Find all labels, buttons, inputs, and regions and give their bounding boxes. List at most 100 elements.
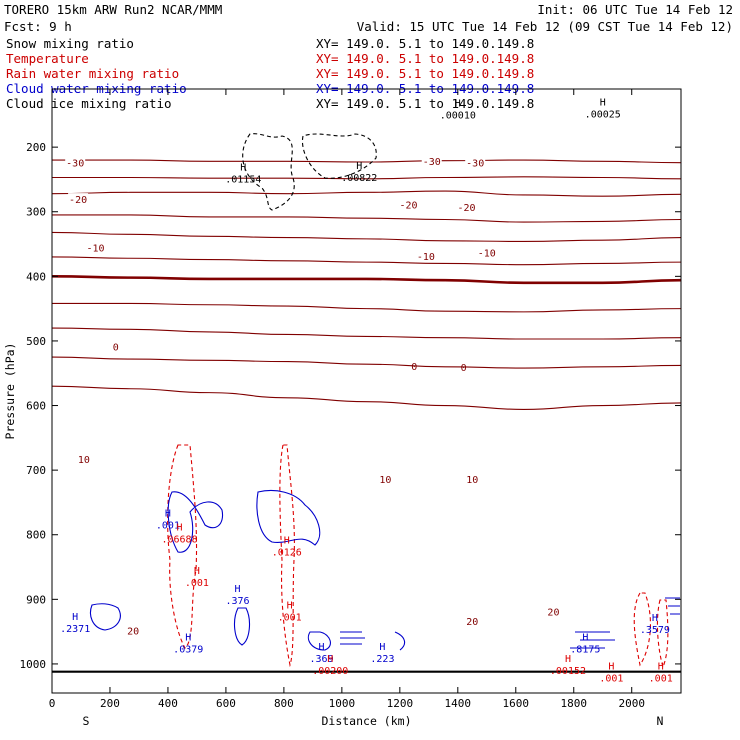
isotherm-label-bg--20-1	[398, 198, 419, 210]
xtick-label-600: 600	[216, 697, 236, 710]
isotherm-label--20-2: -20	[457, 203, 475, 214]
rain-contour-3	[279, 444, 295, 668]
maximum-value-9: .376	[225, 596, 249, 607]
isotherm-label-bg--30-0	[65, 156, 86, 168]
isotherm-label--30-0: -30	[66, 158, 84, 169]
isotherm--5	[52, 256, 681, 266]
xtick-label-800: 800	[274, 697, 294, 710]
maximum-marker-6: H	[284, 536, 290, 547]
isotherm--10	[52, 231, 681, 243]
legend-name-2: Rain water mixing ratio	[6, 66, 179, 81]
mixing-ratio-contours	[89, 133, 680, 669]
maximum-marker-16: H	[652, 613, 658, 624]
legend-xy-4: XY= 149.0. 5.1 to 149.0.149.8	[316, 96, 534, 111]
isotherm-label-20-2: 20	[547, 607, 559, 618]
ytick-label-900: 900	[26, 593, 46, 606]
isotherm-label-10-0: 10	[78, 455, 90, 466]
maximum-marker-5: H	[177, 523, 183, 534]
maximum-value-11: .0379	[173, 645, 203, 656]
cloud-contour-11	[340, 631, 365, 645]
cloud-contour-13	[570, 631, 615, 649]
maximum-value-18: .001	[599, 674, 623, 685]
maximum-marker-1: H	[356, 161, 362, 172]
legend-name-0: Snow mixing ratio	[6, 36, 134, 51]
maximum-value-12: .369	[310, 654, 334, 665]
maximum-marker-4: H	[165, 509, 171, 520]
maximum-marker-9: H	[234, 584, 240, 595]
maximum-marker-14: H	[379, 642, 385, 653]
isotherm-label-bg--10-2	[476, 246, 497, 258]
maximum-marker-13: H	[327, 654, 333, 665]
isotherm-label--30-1: -30	[423, 157, 441, 168]
xtick-label-2000: 2000	[618, 697, 645, 710]
xtick-label-1600: 1600	[503, 697, 530, 710]
maximum-value-17: .00152	[550, 666, 586, 677]
y-axis-title: Pressure (hPa)	[3, 343, 17, 440]
isotherm--25	[52, 176, 681, 180]
isotherm-10	[52, 327, 681, 340]
maximum-value-7: .001	[185, 578, 209, 589]
valid-time: Valid: 15 UTC Tue 14 Feb 12 (09 CST Tue …	[357, 19, 733, 34]
ytick-label-500: 500	[26, 335, 46, 348]
maximum-marker-8: H	[287, 600, 293, 611]
ytick-label-600: 600	[26, 400, 46, 413]
isotherm-label-bg--30-1	[421, 154, 442, 166]
isotherm-label-bg-20-2	[543, 605, 564, 617]
maximum-value-4: .001	[156, 521, 180, 532]
ytick-label-300: 300	[26, 206, 46, 219]
maximum-marker-12: H	[319, 642, 325, 653]
xtick-label-1800: 1800	[561, 697, 588, 710]
isotherm-label-20-1: 20	[466, 617, 478, 628]
ytick-label-200: 200	[26, 141, 46, 154]
maximum-marker-2: H	[455, 98, 461, 109]
maximum-marker-15: H	[582, 633, 588, 644]
isotherm-label--20-1: -20	[399, 200, 417, 211]
legend-xy-1: XY= 149.0. 5.1 to 149.0.149.8	[316, 51, 534, 66]
isotherm-label-bg--20-2	[456, 200, 477, 212]
legend-xy-2: XY= 149.0. 5.1 to 149.0.149.8	[316, 66, 534, 81]
maximum-value-13: .00200	[312, 666, 348, 677]
legend-xy-0: XY= 149.0. 5.1 to 149.0.149.8	[316, 36, 534, 51]
cloud-contour-8	[89, 603, 121, 631]
isotherm-label--10-0: -10	[86, 244, 104, 255]
isotherm-label-bg-0-1	[404, 359, 425, 371]
isotherm-label-bg--20-0	[68, 193, 89, 205]
cloud-contour-10	[307, 631, 331, 651]
rain-contour-4	[633, 592, 651, 667]
xtick-label-0: 0	[49, 697, 56, 710]
isotherm-label--30-2: -30	[466, 158, 484, 169]
maximum-value-8: .001	[278, 612, 302, 623]
ytick-label-400: 400	[26, 270, 46, 283]
isotherm-label-20-0: 20	[127, 627, 139, 638]
isotherm-label-10-2: 10	[466, 475, 478, 486]
isotherm-label-bg--10-1	[415, 249, 436, 261]
x-axis-title: Distance (km)	[321, 714, 411, 728]
ice-contour-1	[301, 133, 377, 179]
isotherm-label-bg-10-2	[462, 472, 483, 484]
cloud-contour-7	[256, 489, 321, 546]
maximum-value-15: .8175	[570, 645, 600, 656]
maximum-value-16: .3579	[640, 625, 670, 636]
rain-contour-2	[167, 444, 198, 649]
maximum-value-1: .00822	[341, 173, 377, 184]
maximum-value-0: .01154	[225, 174, 261, 185]
maximum-marker-10: H	[72, 612, 78, 623]
isotherm--30	[52, 159, 681, 164]
plot-frame	[51, 88, 682, 694]
isotherm-label-bg--30-2	[465, 156, 486, 168]
isotherm-label-0-2: 0	[461, 363, 467, 374]
cloud-contour-6	[167, 491, 224, 553]
maximum-value-6: .0126	[272, 548, 302, 559]
maxima-labels: H.01154H.00822H.00010H.00025H.001H.06688…	[60, 98, 673, 685]
end-label-right: N	[657, 714, 664, 728]
isotherm-label-bg-0-0	[105, 340, 126, 352]
isotherm-label--20-0: -20	[69, 195, 87, 206]
isotherm-label--10-2: -10	[478, 249, 496, 260]
maximum-marker-19: H	[658, 662, 664, 673]
isotherm-label-bg-20-1	[462, 614, 483, 626]
temperature-isotherms: -30 -30 -30 -20 -20 -20 -10 -10 -10 0 0 0 10 10 10 20 20…	[52, 154, 681, 673]
xtick-label-1000: 1000	[329, 697, 356, 710]
xtick-label-1200: 1200	[387, 697, 414, 710]
